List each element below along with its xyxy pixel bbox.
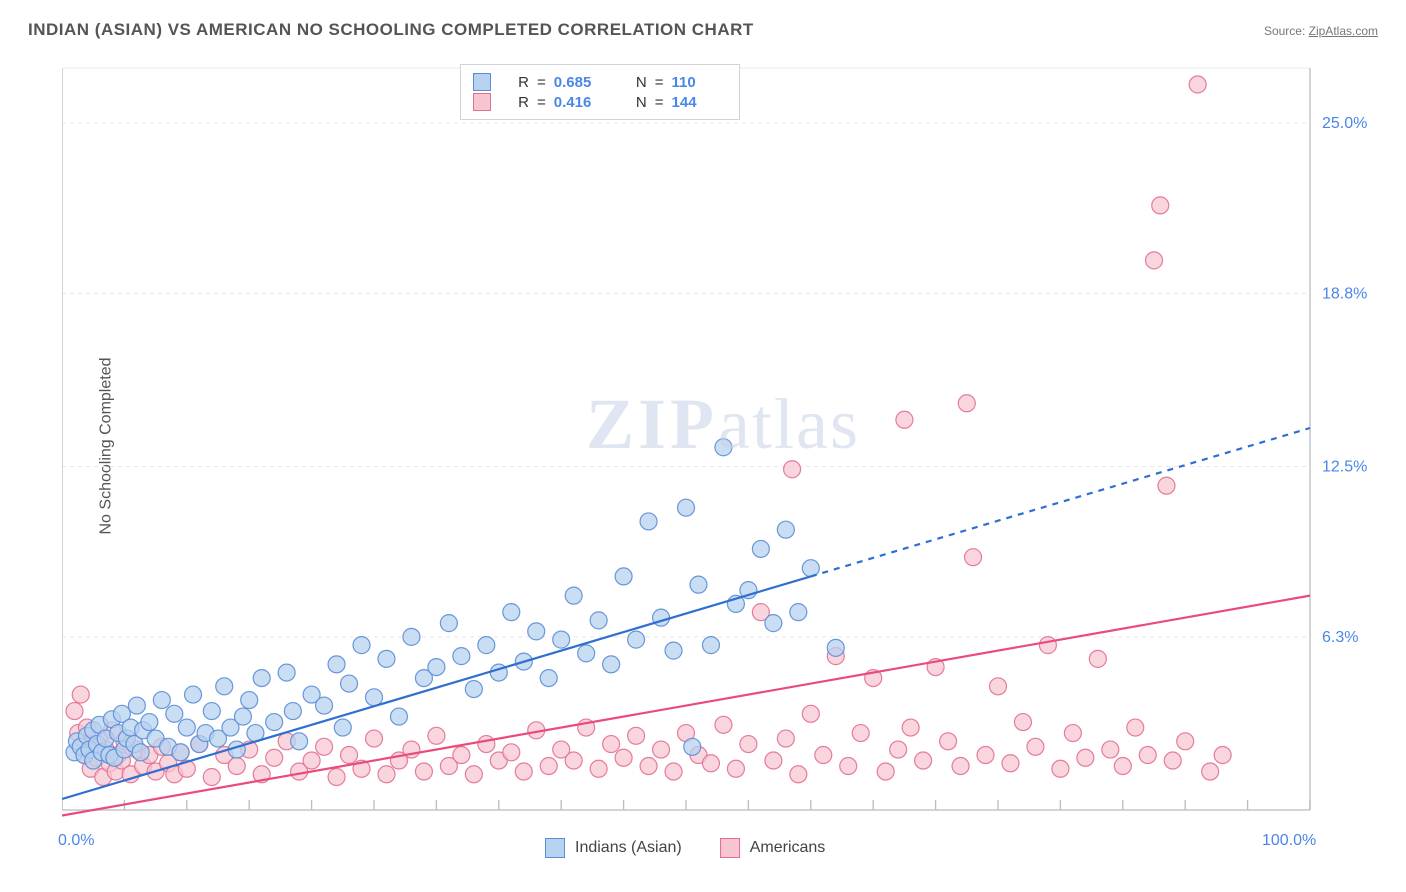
stats-row-pink: R = 0.416 N = 144 [473,93,727,111]
correlation-stats-box: R = 0.685 N = 110 R = 0.416 N = 144 [460,64,740,120]
stats-row-blue: R = 0.685 N = 110 [473,73,727,91]
swatch-blue [473,73,491,91]
stat-label-n: N [617,74,647,91]
swatch-pink [720,838,740,858]
legend: Indians (Asian) Americans [545,838,825,858]
legend-label-pink: Americans [750,839,826,857]
chart-title: INDIAN (ASIAN) VS AMERICAN NO SCHOOLING … [28,20,754,40]
source-attribution: Source: ZipAtlas.com [1264,24,1378,38]
svg-text:12.5%: 12.5% [1322,458,1367,475]
swatch-blue [545,838,565,858]
legend-item-pink: Americans [720,838,826,858]
stat-value-r-blue: 0.685 [554,74,609,91]
stat-label-r: R [499,74,529,91]
stat-value-n-blue: 110 [672,74,727,91]
legend-item-blue: Indians (Asian) [545,838,682,858]
svg-text:25.0%: 25.0% [1322,115,1367,132]
stat-label-r: R [499,94,529,111]
stat-value-n-pink: 144 [672,94,727,111]
x-axis-min-label: 0.0% [58,832,94,850]
x-axis-max-label: 100.0% [1262,832,1316,850]
legend-label-blue: Indians (Asian) [575,839,682,857]
svg-text:6.3%: 6.3% [1322,629,1358,646]
source-name[interactable]: ZipAtlas.com [1309,24,1378,38]
stat-label-n: N [617,94,647,111]
swatch-pink [473,93,491,111]
equals-sign: = [655,74,664,91]
equals-sign: = [655,94,664,111]
equals-sign: = [537,94,546,111]
stat-value-r-pink: 0.416 [554,94,609,111]
source-label: Source: [1264,24,1305,38]
scatter-plot: 6.3% 12.5% 18.8% 25.0% [62,60,1372,830]
equals-sign: = [537,74,546,91]
svg-text:18.8%: 18.8% [1322,285,1367,302]
